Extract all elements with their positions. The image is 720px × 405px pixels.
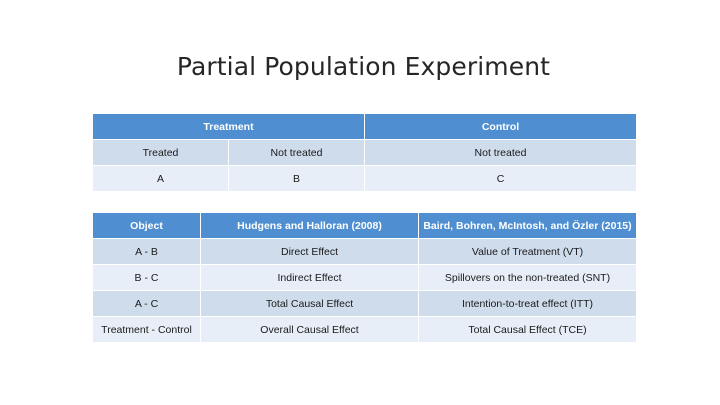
table-cell: Not treated (228, 139, 365, 166)
effects-table: Object Hudgens and Halloran (2008) Baird… (92, 212, 637, 343)
table-cell: Total Causal Effect (TCE) (418, 316, 637, 343)
header-hudgens-halloran: Hudgens and Halloran (2008) (200, 212, 419, 239)
header-baird-et-al: Baird, Bohren, McIntosh, and Özler (2015… (418, 212, 637, 239)
table-cell: Treatment - Control (92, 316, 201, 343)
table-cell: Overall Causal Effect (200, 316, 419, 343)
table-header-row: Treatment Control (92, 113, 637, 140)
table-cell: Direct Effect (200, 238, 419, 265)
table-cell: Spillovers on the non-treated (SNT) (418, 264, 637, 291)
table-cell: Indirect Effect (200, 264, 419, 291)
table-cell: Value of Treatment (VT) (418, 238, 637, 265)
table-row: A - C Total Causal Effect Intention-to-t… (92, 290, 637, 317)
table-cell: Intention-to-treat effect (ITT) (418, 290, 637, 317)
table-cell: Total Causal Effect (200, 290, 419, 317)
header-control: Control (364, 113, 637, 140)
header-treatment: Treatment (92, 113, 365, 140)
table-row: Treated Not treated Not treated (92, 139, 637, 166)
table-cell: A - C (92, 290, 201, 317)
table-cell: Treated (92, 139, 229, 166)
header-object: Object (92, 212, 201, 239)
table-row: Treatment - Control Overall Causal Effec… (92, 316, 637, 343)
table-cell: A - B (92, 238, 201, 265)
table-cell: Not treated (364, 139, 637, 166)
table-cell: C (364, 165, 637, 192)
table-cell: B - C (92, 264, 201, 291)
table-cell: B (228, 165, 365, 192)
slide-title: Partial Population Experiment (176, 52, 551, 81)
table-row: B - C Indirect Effect Spillovers on the … (92, 264, 637, 291)
design-table: Treatment Control Treated Not treated No… (92, 113, 637, 192)
table-header-row: Object Hudgens and Halloran (2008) Baird… (92, 212, 637, 239)
table-row: A - B Direct Effect Value of Treatment (… (92, 238, 637, 265)
table-cell: A (92, 165, 229, 192)
table-row: A B C (92, 165, 637, 192)
